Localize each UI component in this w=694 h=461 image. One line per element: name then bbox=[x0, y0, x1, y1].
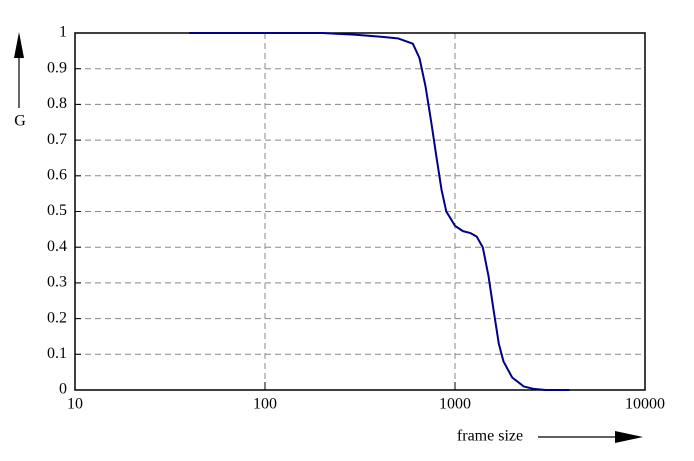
y-tick-label: 1 bbox=[59, 24, 67, 41]
x-tick-label: 10 bbox=[67, 396, 83, 413]
y-tick-label: 0.4 bbox=[47, 238, 67, 255]
x-tick-label: 100 bbox=[253, 396, 277, 413]
y-tick-label: 0.5 bbox=[47, 202, 67, 219]
data-line bbox=[189, 32, 570, 391]
y-tick-label: 0 bbox=[59, 381, 67, 398]
y-arrow-head bbox=[14, 32, 24, 58]
x-arrow-head bbox=[615, 431, 643, 443]
y-axis-label: G bbox=[14, 113, 26, 130]
y-tick-label: 0.1 bbox=[47, 345, 67, 362]
y-tick-label: 0.8 bbox=[47, 95, 67, 112]
plot-frame bbox=[74, 32, 646, 391]
x-axis-label: frame size bbox=[457, 428, 523, 445]
x-tick-label: 1000 bbox=[439, 396, 471, 413]
y-tick-label: 0.9 bbox=[47, 59, 67, 76]
y-tick-label: 0.6 bbox=[47, 166, 67, 183]
y-tick-label: 0.3 bbox=[47, 274, 67, 291]
x-tick-label: 10000 bbox=[625, 396, 665, 413]
y-tick-label: 0.7 bbox=[47, 131, 67, 148]
y-tick-label: 0.2 bbox=[47, 309, 67, 326]
